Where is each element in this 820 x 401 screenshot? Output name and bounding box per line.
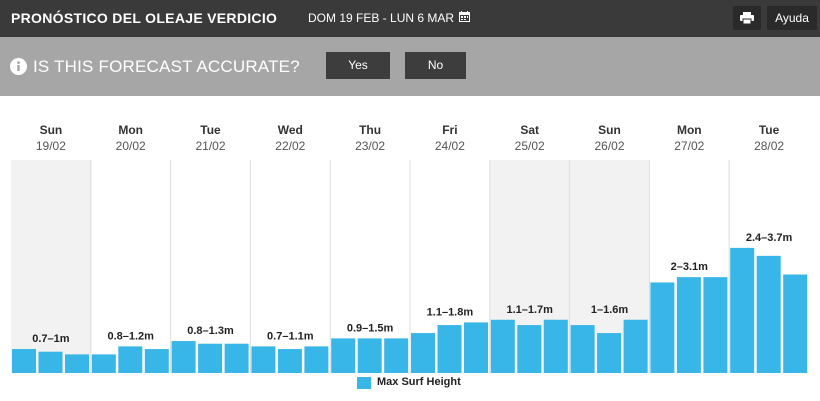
surf-bar [12, 349, 36, 373]
surf-bar [437, 325, 462, 373]
surf-bar [597, 333, 622, 373]
date-label: 24/02 [435, 139, 465, 153]
surf-height-chart: Sun 19/02 0.7–1m Mon 20/02 0.8–1.2m Tue 21/02 0.… [11, 123, 808, 373]
range-label: 0.9–1.5m [347, 322, 394, 334]
day-label: Sun [598, 123, 621, 137]
day-label: Tue [200, 123, 221, 137]
day-label: Thu [359, 123, 381, 137]
surf-bar [623, 319, 648, 373]
surf-bar [411, 333, 435, 373]
range-label: 0.7–1.1m [267, 330, 314, 342]
range-label: 2.4–3.7m [746, 232, 793, 244]
legend-swatch [357, 377, 371, 389]
date-label: 23/02 [355, 139, 385, 153]
day-label: Mon [677, 123, 702, 137]
range-label: 1–1.6m [591, 304, 629, 316]
legend-label: Max Surf Height [377, 376, 461, 388]
weekend-shade [11, 160, 91, 373]
surf-bar [543, 319, 568, 373]
surf-bar [38, 351, 63, 373]
date-label: 25/02 [515, 139, 545, 153]
range-label: 0.8–1.2m [107, 330, 154, 342]
surf-bar [304, 346, 329, 373]
surf-bar [464, 322, 488, 373]
help-button[interactable]: Ayuda [767, 6, 817, 30]
surf-bar [756, 255, 781, 373]
surf-bar [490, 319, 515, 373]
surf-bar [65, 354, 89, 373]
yes-button[interactable]: Yes [326, 52, 390, 79]
surf-bar [224, 343, 249, 373]
surf-bar [91, 354, 116, 373]
range-label: 0.8–1.3m [187, 325, 234, 337]
date-range[interactable]: DOM 19 FEB - LUN 6 MAR [308, 11, 455, 25]
range-label: 1.1–1.7m [506, 304, 553, 316]
surf-bar [198, 343, 223, 373]
surf-bar [144, 349, 169, 373]
surf-bar [730, 247, 755, 373]
surf-bar [384, 338, 409, 373]
print-icon [740, 12, 754, 24]
day-label: Wed [278, 123, 303, 137]
surf-bar [118, 346, 143, 373]
day-label: Sun [40, 123, 63, 137]
surf-bar [650, 282, 675, 373]
forecast-question: IS THIS FORECAST ACCURATE? [33, 57, 300, 76]
day-label: Tue [759, 123, 780, 137]
date-label: 26/02 [594, 139, 624, 153]
range-label: 0.7–1m [32, 333, 70, 345]
surf-bar [171, 341, 196, 373]
date-label: 22/02 [275, 139, 305, 153]
top-bar: PRONÓSTICO DEL OLEAJE VERDICIO DOM 19 FE… [0, 0, 820, 37]
day-label: Sat [520, 123, 539, 137]
surf-bar [570, 325, 595, 373]
surf-bar [251, 346, 276, 373]
page-title: PRONÓSTICO DEL OLEAJE VERDICIO [11, 10, 278, 26]
day-label: Fri [442, 123, 457, 137]
info-icon [10, 58, 27, 75]
date-label: 19/02 [36, 139, 66, 153]
surf-bar [517, 325, 542, 373]
calendar-icon[interactable] [459, 11, 470, 22]
surf-bar [277, 349, 302, 373]
surf-bar [357, 338, 382, 373]
date-label: 28/02 [754, 139, 784, 153]
day-label: Mon [118, 123, 143, 137]
date-label: 27/02 [674, 139, 704, 153]
range-label: 1.1–1.8m [427, 306, 474, 318]
surf-bar [676, 277, 701, 373]
feedback-bar: IS THIS FORECAST ACCURATE? Yes No [0, 37, 820, 96]
surf-bar [703, 277, 728, 373]
date-label: 20/02 [116, 139, 146, 153]
print-button[interactable] [733, 6, 761, 30]
date-label: 21/02 [195, 139, 225, 153]
range-label: 2–3.1m [671, 261, 709, 273]
no-button[interactable]: No [405, 52, 466, 79]
surf-bar [331, 338, 356, 373]
surf-bar [783, 274, 808, 373]
